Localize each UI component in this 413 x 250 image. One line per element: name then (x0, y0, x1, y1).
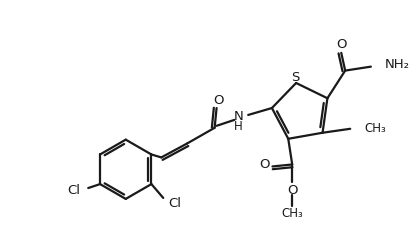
Text: NH₂: NH₂ (384, 58, 409, 71)
Text: O: O (259, 158, 269, 171)
Text: O: O (286, 184, 297, 197)
Text: H: H (233, 120, 242, 133)
Text: S: S (290, 70, 299, 84)
Text: O: O (213, 94, 223, 107)
Text: CH₃: CH₃ (363, 122, 385, 135)
Text: N: N (233, 110, 242, 124)
Text: CH₃: CH₃ (281, 207, 302, 220)
Text: Cl: Cl (67, 184, 80, 196)
Text: O: O (335, 38, 346, 52)
Text: Cl: Cl (168, 197, 181, 210)
